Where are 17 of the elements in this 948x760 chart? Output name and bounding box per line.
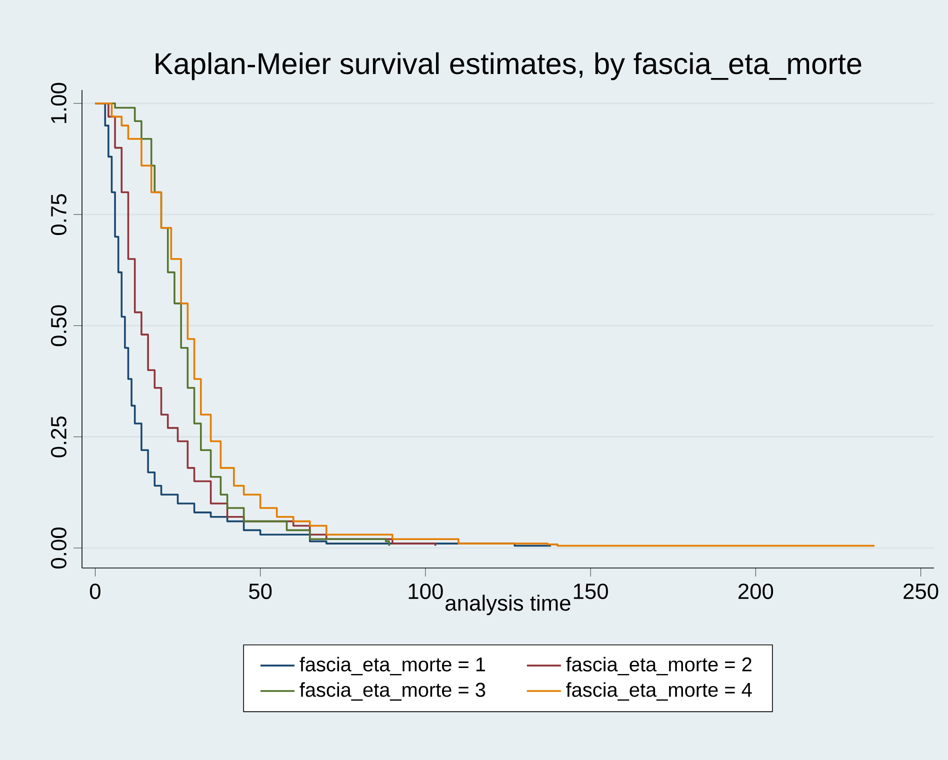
legend-label: fascia_eta_morte = 2 bbox=[566, 656, 752, 676]
x-tick-label: 100 bbox=[408, 584, 443, 600]
legend-label: fascia_eta_morte = 1 bbox=[300, 656, 486, 676]
x-tick-label: 0 bbox=[90, 584, 100, 600]
x-tick-label: 200 bbox=[738, 584, 774, 600]
y-tick-label: 0.75 bbox=[50, 194, 66, 235]
x-axis-title: analysis time bbox=[446, 594, 570, 616]
y-tick-label: 0.00 bbox=[50, 528, 66, 568]
x-tick-label: 150 bbox=[574, 584, 608, 600]
y-tick-label: 1.00 bbox=[50, 82, 66, 124]
x-tick-label: 50 bbox=[249, 584, 272, 600]
y-tick-label: 0.50 bbox=[50, 305, 66, 346]
legend-label: fascia_eta_morte = 3 bbox=[300, 682, 486, 701]
y-tick-label: 0.25 bbox=[50, 416, 66, 458]
legend-label: fascia_eta_morte = 4 bbox=[566, 682, 752, 701]
x-tick-label: 250 bbox=[904, 584, 938, 600]
chart-title: Kaplan-Meier survival estimates, by fascia_eta_morte bbox=[156, 52, 862, 80]
